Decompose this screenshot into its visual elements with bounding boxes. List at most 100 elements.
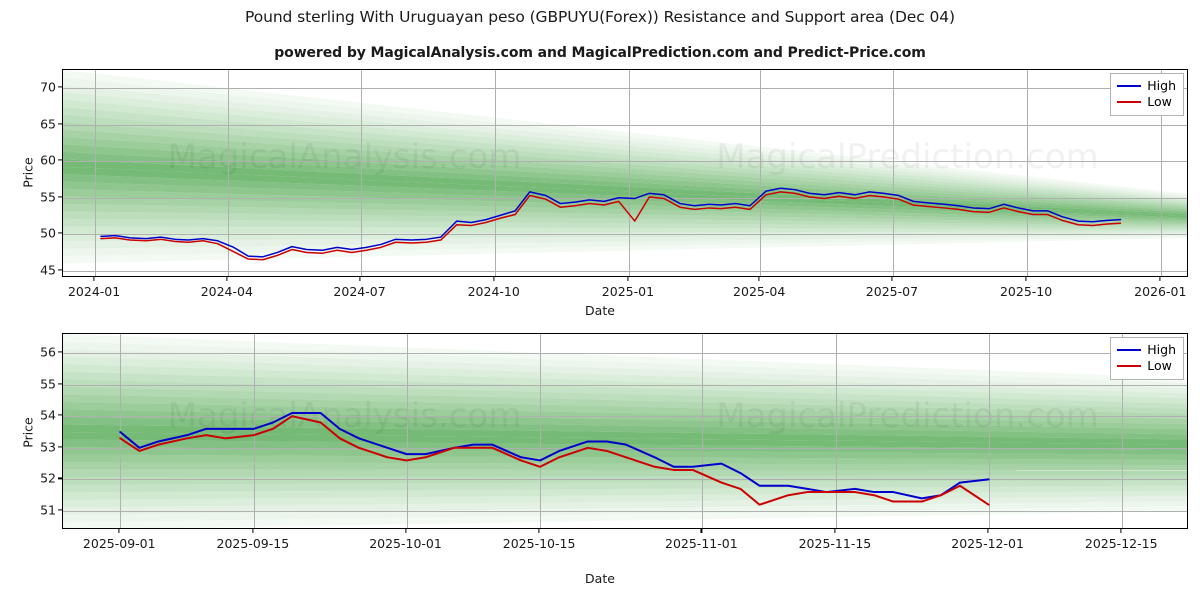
- page-title: Pound sterling With Uruguayan peso (GBPU…: [245, 8, 955, 26]
- y-axis-tick-mark: [58, 269, 62, 271]
- gridline-vertical: [835, 334, 837, 528]
- series-line-low: [119, 415, 990, 506]
- legend-row-high: High: [1117, 342, 1176, 358]
- gridline-vertical: [227, 70, 229, 276]
- gridline-horizontal: [63, 124, 1187, 126]
- gridline-horizontal: [63, 416, 1187, 418]
- detail-x-axis-label: Date: [585, 571, 615, 586]
- gridline-horizontal: [63, 161, 1187, 163]
- x-axis-tick-label: 2025-09-15: [216, 536, 290, 551]
- x-axis-tick-label: 2025-10: [999, 284, 1053, 299]
- gridline-vertical: [494, 70, 496, 276]
- series-lines: [119, 412, 990, 506]
- x-axis-tick-label: 2024-04: [200, 284, 253, 299]
- x-axis-tick-mark: [252, 529, 254, 533]
- y-axis-tick-label: 53: [40, 439, 56, 455]
- gridline-vertical: [1122, 334, 1124, 528]
- legend-label-low: Low: [1147, 94, 1172, 109]
- detail-legend: High Low: [1110, 337, 1184, 380]
- x-axis-tick-mark: [758, 277, 760, 281]
- overview-x-axis-label: Date: [585, 303, 615, 318]
- y-axis-tick-mark: [58, 382, 62, 385]
- y-axis-tick-label: 50: [40, 225, 56, 241]
- y-axis-tick-label: 56: [40, 344, 56, 360]
- y-axis-tick-label: 70: [40, 79, 56, 95]
- gridline-vertical: [702, 334, 704, 528]
- gridline-vertical: [1161, 70, 1163, 276]
- gridline-horizontal: [63, 447, 1187, 449]
- y-axis-tick-label: 65: [40, 116, 56, 132]
- x-axis-tick-label: 2025-12-01: [951, 536, 1024, 551]
- gridline-horizontal: [63, 384, 1187, 386]
- gridline-horizontal: [63, 511, 1187, 513]
- x-axis-tick-mark: [93, 277, 95, 281]
- gridline-vertical: [253, 334, 255, 528]
- gridline-vertical: [120, 334, 122, 528]
- y-axis-tick-mark: [58, 351, 62, 353]
- x-axis-tick-label: 2025-10-01: [369, 536, 442, 551]
- series-line-high: [100, 187, 1122, 258]
- gridline-horizontal: [63, 479, 1187, 481]
- gridline-horizontal: [63, 270, 1187, 272]
- series-lines: [100, 187, 1122, 261]
- legend-swatch-high: [1117, 85, 1142, 87]
- y-axis-tick-mark: [58, 509, 62, 511]
- gridline-vertical: [760, 70, 762, 276]
- x-axis-tick-label: 2025-11-15: [798, 536, 872, 551]
- x-axis-tick-mark: [493, 277, 495, 281]
- x-axis-tick-label: 2025-10-15: [502, 536, 576, 551]
- x-axis-tick-label: 2024-01: [67, 284, 121, 299]
- y-axis-tick-label: 60: [40, 152, 56, 168]
- legend-row-low: Low: [1117, 94, 1176, 110]
- y-axis-tick-label: 45: [40, 262, 56, 278]
- y-axis-tick-mark: [58, 477, 62, 479]
- detail-chart-panel: MagicalAnalysis.comMagicalPrediction.com…: [40, 333, 1188, 551]
- x-axis-tick-mark: [891, 277, 893, 281]
- x-axis-tick-mark: [358, 277, 361, 281]
- y-axis-tick-label: 55: [40, 376, 56, 392]
- x-axis-tick-mark: [700, 529, 702, 533]
- y-axis-tick-label: 52: [40, 470, 56, 486]
- overview-y-axis-label: Price: [20, 157, 36, 188]
- y-axis-tick-label: 54: [40, 407, 56, 423]
- gridline-horizontal: [63, 88, 1187, 90]
- gridline-horizontal: [63, 234, 1187, 236]
- legend-row-high: High: [1117, 78, 1176, 94]
- y-axis-tick-mark: [58, 159, 62, 161]
- x-axis-tick-mark: [834, 529, 836, 533]
- page-subtitle: powered by MagicalAnalysis.com and Magic…: [274, 45, 926, 61]
- detail-y-axis-label: Price: [20, 417, 36, 448]
- y-axis-tick-mark: [58, 446, 62, 448]
- y-axis-tick-label: 55: [40, 189, 56, 205]
- series-line-low: [100, 191, 1122, 261]
- x-axis-tick-label: 2025-09-01: [82, 536, 156, 551]
- x-axis-tick-label: 2026-01: [1134, 284, 1187, 299]
- legend-swatch-low: [1117, 365, 1142, 367]
- legend-label-high: High: [1147, 78, 1176, 93]
- x-axis-tick-label: 2025-11-01: [665, 536, 738, 551]
- y-axis-tick-label: 51: [40, 502, 56, 518]
- y-axis-tick-mark: [58, 232, 62, 234]
- y-axis-tick-mark: [58, 196, 62, 198]
- x-axis-tick-label: 2024-10: [467, 284, 520, 299]
- gridline-vertical: [892, 70, 894, 276]
- x-axis-tick-mark: [627, 277, 629, 281]
- legend-label-low: Low: [1147, 358, 1172, 373]
- legend-swatch-high: [1117, 349, 1142, 351]
- gridline-vertical: [406, 334, 408, 528]
- x-axis-tick-label: 2025-01: [601, 284, 655, 299]
- x-axis-tick-label: 2025-07: [865, 284, 919, 299]
- x-axis-tick-mark: [404, 529, 407, 533]
- x-axis-tick-mark: [1025, 277, 1027, 281]
- gridline-vertical: [628, 70, 630, 276]
- y-axis-tick-mark: [58, 86, 62, 88]
- x-axis-tick-mark: [1159, 277, 1161, 281]
- gridline-vertical: [95, 70, 97, 276]
- x-axis-tick-mark: [987, 529, 989, 533]
- x-axis-tick-label: 2025-04: [733, 284, 786, 299]
